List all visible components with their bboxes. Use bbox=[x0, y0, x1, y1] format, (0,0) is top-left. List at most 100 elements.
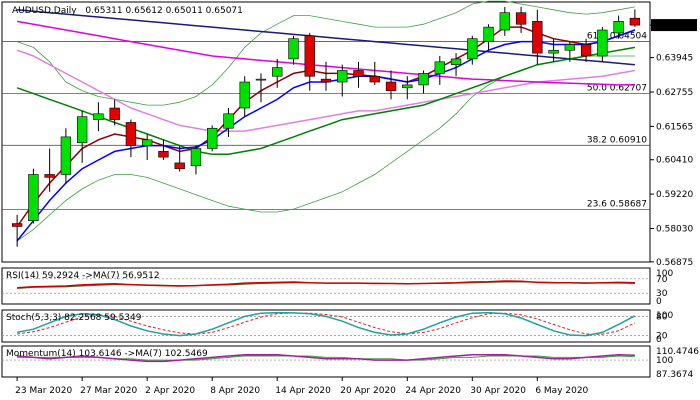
candle-body-15 bbox=[255, 78, 267, 81]
candle-body-12 bbox=[207, 127, 218, 149]
candle-body-28 bbox=[467, 38, 478, 60]
time-tick-label-8: 6 May 2020 bbox=[535, 386, 588, 396]
candle-38 bbox=[629, 9, 641, 27]
rsi-panel-background bbox=[1, 267, 651, 305]
candle-27 bbox=[450, 53, 462, 77]
candle-body-23 bbox=[385, 81, 397, 91]
candles-layer bbox=[11, 6, 641, 247]
candle-11 bbox=[190, 145, 202, 175]
candle-35 bbox=[580, 38, 592, 62]
candle-body-32 bbox=[532, 21, 543, 54]
candle-body-7 bbox=[125, 122, 137, 146]
candle-37 bbox=[613, 15, 624, 39]
stoch-tick-label-1: 80 bbox=[656, 312, 668, 322]
momentum-main-line bbox=[17, 353, 635, 363]
candle-31 bbox=[515, 6, 527, 33]
candle-body-29 bbox=[483, 26, 494, 42]
candle-25 bbox=[418, 70, 429, 94]
candle-body-20 bbox=[337, 70, 348, 83]
price-axis: 0.65071 0.63945 0.62755 0.61565 0.60410 0.592… bbox=[650, 19, 697, 268]
candle-body-37 bbox=[613, 21, 624, 34]
candle-body-27 bbox=[450, 58, 462, 65]
candle-body-16 bbox=[272, 67, 283, 77]
candle-body-14 bbox=[239, 81, 250, 109]
candle-16 bbox=[272, 58, 283, 88]
candle-7 bbox=[125, 119, 137, 158]
candle-body-36 bbox=[597, 29, 608, 57]
candle-body-34 bbox=[564, 44, 576, 51]
candle-34 bbox=[564, 41, 576, 62]
candle-19 bbox=[320, 61, 332, 91]
stoch-tick-label-3: 0 bbox=[656, 335, 662, 345]
candle-body-35 bbox=[580, 44, 592, 57]
price-tick-label-7: 0.56875 bbox=[656, 258, 693, 268]
price-tick-label-6: 0.58030 bbox=[656, 224, 693, 234]
candle-body-19 bbox=[320, 78, 332, 83]
candle-body-2 bbox=[44, 174, 55, 178]
candle-0 bbox=[11, 214, 23, 247]
chart-title: AUDUSD,Daily 0.65311 0.65612 0.65011 0.6… bbox=[12, 6, 243, 16]
time-tick-label-3: 8 Apr 2020 bbox=[210, 386, 260, 396]
rsi-tick-label-2: 30 bbox=[656, 289, 668, 299]
candle-32 bbox=[532, 9, 543, 65]
candle-body-3 bbox=[60, 136, 72, 175]
rsi-main-line bbox=[17, 280, 635, 289]
candle-body-33 bbox=[548, 49, 559, 54]
time-tick-label-6: 24 Apr 2020 bbox=[405, 386, 461, 396]
candle-13 bbox=[223, 108, 234, 137]
stoch-signal-line bbox=[17, 312, 636, 335]
stoch-label: Stoch(5,3,3) 82.2568 59.5349 bbox=[6, 313, 142, 323]
candle-24 bbox=[402, 76, 413, 100]
candle-1 bbox=[28, 168, 39, 224]
candle-body-17 bbox=[288, 38, 299, 60]
candle-body-10 bbox=[174, 162, 185, 169]
trend-upper-line bbox=[17, 9, 635, 66]
candle-22 bbox=[369, 61, 380, 85]
rsi-tick-label-3: 0 bbox=[656, 297, 662, 307]
price-tick-label-4: 0.60410 bbox=[656, 156, 693, 166]
candle-body-22 bbox=[369, 75, 380, 83]
candle-18 bbox=[304, 32, 315, 91]
candle-4 bbox=[76, 110, 88, 163]
candle-body-24 bbox=[402, 84, 413, 89]
candle-28 bbox=[467, 35, 478, 65]
price-tick-label-3: 0.61565 bbox=[656, 122, 693, 132]
candle-15 bbox=[255, 73, 267, 103]
time-axis: 23 Mar 2020 27 Mar 2020 2 Apr 2020 8 Apr 20… bbox=[15, 377, 589, 396]
stoch-tick-label-0: 100 bbox=[656, 311, 673, 321]
momentum-panel-background bbox=[1, 345, 651, 378]
stoch-tick-label-2: 20 bbox=[656, 332, 668, 342]
momentum-tick-label-0: 110.4746 bbox=[656, 347, 699, 357]
time-tick-label-4: 14 Apr 2020 bbox=[275, 386, 331, 396]
candle-20 bbox=[337, 64, 348, 97]
fib-label-2: 38.2 0.60910 bbox=[587, 135, 647, 145]
candle-3 bbox=[60, 128, 72, 184]
candle-5 bbox=[93, 102, 104, 132]
candle-23 bbox=[385, 70, 397, 100]
stoch-main-line bbox=[16, 311, 636, 337]
fib-label-1: 50.0 0.62707 bbox=[587, 83, 647, 93]
rsi-label: RSI(14) 59.2924 ->MA(7) 56.9512 bbox=[6, 271, 160, 281]
band-mid-line bbox=[16, 49, 636, 132]
main-panel-background bbox=[1, 1, 651, 263]
envelope-layer bbox=[16, 0, 636, 242]
candle-2 bbox=[44, 148, 55, 192]
momentum-tick-label-2: 87.3674 bbox=[656, 370, 693, 380]
current-price-box bbox=[651, 19, 697, 32]
candle-body-30 bbox=[499, 12, 510, 31]
candle-12 bbox=[207, 125, 218, 152]
candle-body-25 bbox=[418, 73, 429, 86]
price-tick-label-1: 0.63945 bbox=[656, 54, 693, 64]
candle-6 bbox=[109, 99, 120, 126]
candle-body-26 bbox=[434, 61, 445, 74]
candle-9 bbox=[158, 139, 169, 161]
rsi-tick-label-0: 100 bbox=[656, 269, 673, 279]
ma-slow-line bbox=[16, 46, 636, 155]
candle-body-0 bbox=[11, 223, 23, 227]
candle-body-5 bbox=[93, 113, 104, 120]
current-price-label: 0.65071 bbox=[654, 21, 691, 31]
candle-body-18 bbox=[304, 35, 315, 77]
envelope-upper-line bbox=[16, 0, 635, 106]
